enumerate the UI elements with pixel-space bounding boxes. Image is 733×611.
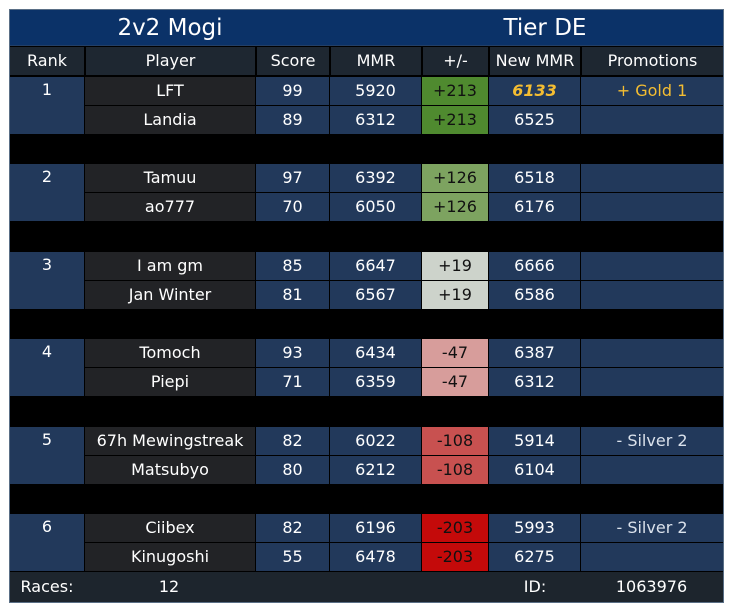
score-cell: 99 — [256, 77, 329, 105]
col-header-new-mmr: New MMR — [489, 47, 580, 75]
mmr-change-cell: +19 — [422, 281, 488, 309]
col-header-rank: Rank — [10, 47, 84, 75]
mmr-cell: 6359 — [330, 368, 421, 396]
promotion-cell: - Silver 2 — [581, 514, 723, 542]
score-cell: 93 — [256, 339, 329, 367]
score-cell: 81 — [256, 281, 329, 309]
player-name: Ciibex — [85, 514, 255, 542]
id-label: ID: — [523, 577, 547, 596]
results-table: 2v2 Mogi Tier DE Rank Player Score MMR +/- Ne… — [9, 9, 724, 603]
col-header-mmr: MMR — [330, 47, 421, 75]
score-cell: 71 — [256, 368, 329, 396]
mmr-change-cell: +126 — [422, 193, 488, 221]
new-mmr-cell: 5993 — [489, 514, 580, 542]
new-mmr-cell: 6525 — [489, 106, 580, 134]
promotion-cell — [581, 368, 723, 396]
promotion-cell — [581, 281, 723, 309]
col-header-diff: +/- — [422, 47, 488, 75]
mmr-cell: 6647 — [330, 252, 421, 280]
promotion-cell: - Silver 2 — [581, 427, 723, 455]
mmr-change-cell: -203 — [422, 514, 488, 542]
mmr-change-cell: +19 — [422, 252, 488, 280]
mmr-cell: 6312 — [330, 106, 421, 134]
score-cell: 55 — [256, 543, 329, 571]
promotion-cell — [581, 543, 723, 571]
mmr-cell: 6567 — [330, 281, 421, 309]
mmr-cell: 5920 — [330, 77, 421, 105]
score-cell: 85 — [256, 252, 329, 280]
races-value: 12 — [158, 577, 180, 596]
player-name: Kinugoshi — [85, 543, 255, 571]
rank-cell: 1 — [10, 77, 84, 134]
new-mmr-cell: 5914 — [489, 427, 580, 455]
promotion-cell — [581, 339, 723, 367]
score-cell: 82 — [256, 427, 329, 455]
score-cell: 89 — [256, 106, 329, 134]
promotion-cell — [581, 456, 723, 484]
col-header-player: Player — [85, 47, 255, 75]
player-name: LFT — [85, 77, 255, 105]
rank-cell: 5 — [10, 427, 84, 484]
score-cell: 70 — [256, 193, 329, 221]
mmr-change-cell: -108 — [422, 427, 488, 455]
races-label: Races: — [20, 577, 74, 596]
promotion-cell — [581, 252, 723, 280]
player-name: Jan Winter — [85, 281, 255, 309]
player-name: 67h Mewingstreak — [85, 427, 255, 455]
new-mmr-cell: 6312 — [489, 368, 580, 396]
mmr-cell: 6478 — [330, 543, 421, 571]
new-mmr-cell: 6518 — [489, 164, 580, 192]
score-cell: 82 — [256, 514, 329, 542]
mmr-change-cell: +213 — [422, 77, 488, 105]
mmr-cell: 6212 — [330, 456, 421, 484]
player-name: Tamuu — [85, 164, 255, 192]
mmr-cell: 6434 — [330, 339, 421, 367]
player-name: Matsubyo — [85, 456, 255, 484]
rank-cell: 2 — [10, 164, 84, 221]
promotion-cell — [581, 164, 723, 192]
mmr-change-cell: -47 — [422, 368, 488, 396]
title-bar: 2v2 Mogi Tier DE — [10, 10, 723, 46]
new-mmr-cell: 6275 — [489, 543, 580, 571]
mmr-cell: 6022 — [330, 427, 421, 455]
player-name: Landia — [85, 106, 255, 134]
mmr-change-cell: +213 — [422, 106, 488, 134]
mmr-change-cell: -203 — [422, 543, 488, 571]
promotion-cell — [581, 106, 723, 134]
footer: Races: 12 ID: 1063976 — [10, 572, 723, 602]
mmr-change-cell: +126 — [422, 164, 488, 192]
new-mmr-cell: 6133 — [489, 77, 580, 105]
player-name: Piepi — [85, 368, 255, 396]
new-mmr-cell: 6666 — [489, 252, 580, 280]
promotion-cell: + Gold 1 — [581, 77, 723, 105]
player-name: ao777 — [85, 193, 255, 221]
score-cell: 80 — [256, 456, 329, 484]
new-mmr-cell: 6176 — [489, 193, 580, 221]
player-name: Tomoch — [85, 339, 255, 367]
mmr-cell: 6050 — [330, 193, 421, 221]
promotion-cell — [581, 193, 723, 221]
new-mmr-cell: 6586 — [489, 281, 580, 309]
col-header-score: Score — [256, 47, 329, 75]
mmr-cell: 6392 — [330, 164, 421, 192]
rank-cell: 6 — [10, 514, 84, 571]
mode-title: 2v2 Mogi — [117, 15, 223, 41]
id-value: 1063976 — [615, 577, 688, 596]
tier-title: Tier DE — [503, 15, 587, 41]
rank-cell: 3 — [10, 252, 84, 309]
mmr-change-cell: -108 — [422, 456, 488, 484]
rank-cell: 4 — [10, 339, 84, 396]
mmr-cell: 6196 — [330, 514, 421, 542]
score-cell: 97 — [256, 164, 329, 192]
new-mmr-cell: 6387 — [489, 339, 580, 367]
col-header-promotions: Promotions — [581, 47, 723, 75]
mmr-change-cell: -47 — [422, 339, 488, 367]
player-name: I am gm — [85, 252, 255, 280]
new-mmr-cell: 6104 — [489, 456, 580, 484]
